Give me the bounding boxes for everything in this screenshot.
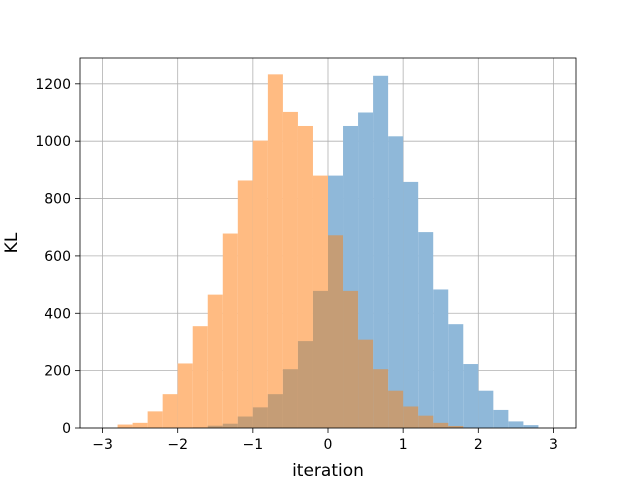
histogram-bar [132, 422, 148, 428]
histogram-bar [297, 341, 313, 428]
y-tick-label: 800 [44, 192, 71, 208]
histogram-bar [252, 407, 268, 428]
histogram-bar [117, 424, 133, 428]
histogram-bar [373, 369, 389, 428]
y-tick-label: 400 [44, 306, 71, 322]
x-tick-label: 1 [399, 437, 408, 453]
histogram-bar [222, 423, 238, 428]
histogram-bar [282, 369, 298, 428]
histogram-bar [463, 364, 479, 428]
y-tick-label: 1000 [35, 134, 71, 150]
histogram-bar [162, 394, 178, 428]
histogram-bar [177, 363, 193, 428]
histogram-bar [282, 111, 298, 428]
histogram-bars [117, 74, 539, 429]
histogram-bar [448, 324, 464, 428]
histogram-bar [403, 406, 419, 428]
x-tick-label: 3 [549, 437, 558, 453]
histogram-bar [388, 390, 404, 428]
x-tick-label: −1 [243, 437, 264, 453]
histogram-bar [328, 235, 344, 428]
histogram-bar [508, 421, 524, 428]
histogram-bar [418, 232, 434, 428]
histogram-bar [343, 290, 359, 428]
histogram-bar [207, 425, 223, 428]
histogram-bar [207, 294, 223, 428]
histogram-bar [267, 394, 283, 428]
x-tick-label: 0 [324, 437, 333, 453]
y-tick-label: 600 [44, 249, 71, 265]
histogram-bar [418, 415, 434, 428]
histogram-bar [478, 390, 494, 428]
histogram-bar [433, 422, 449, 428]
x-axis-ticks: −3 −2 −1 0 1 2 3 [92, 428, 558, 453]
histogram-bar [448, 425, 464, 428]
x-axis-label: iteration [292, 461, 364, 480]
histogram-bar [237, 416, 253, 428]
histogram-bar [403, 181, 419, 428]
x-tick-label: 2 [474, 437, 483, 453]
y-tick-label: 200 [44, 364, 71, 380]
y-axis-label: KL [2, 232, 22, 253]
y-axis-ticks: 0 200 400 600 800 1000 1200 [35, 77, 80, 437]
histogram-bar [312, 290, 328, 428]
histogram-bar [358, 339, 374, 428]
histogram-bar [237, 180, 253, 428]
histogram-bar [433, 289, 449, 428]
histogram-bar [493, 409, 509, 428]
y-tick-label: 1200 [35, 77, 71, 93]
histogram-bar [373, 75, 389, 428]
histogram-bar [388, 136, 404, 429]
histogram-bar [222, 233, 238, 428]
x-tick-label: −2 [167, 437, 188, 453]
histogram-bar [267, 74, 283, 428]
x-tick-label: −3 [92, 437, 113, 453]
histogram-bar [192, 326, 208, 428]
histogram-bar [147, 411, 163, 428]
histogram-bar [523, 425, 539, 428]
histogram-bar [252, 140, 268, 428]
y-tick-label: 0 [62, 421, 71, 437]
